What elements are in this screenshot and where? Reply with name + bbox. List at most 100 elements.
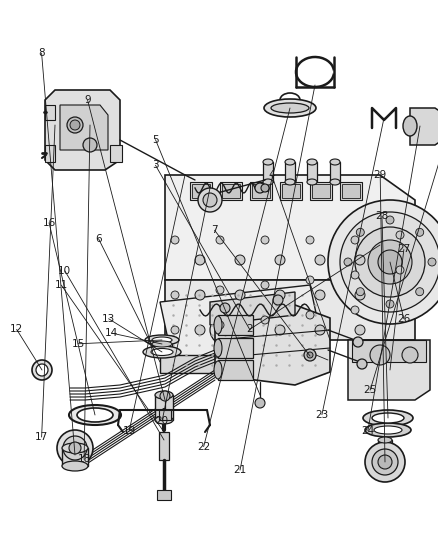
Ellipse shape <box>285 159 295 165</box>
Bar <box>260 185 268 191</box>
Circle shape <box>304 349 316 361</box>
Circle shape <box>351 236 359 244</box>
Text: 19: 19 <box>123 426 136 435</box>
Ellipse shape <box>378 437 392 443</box>
Ellipse shape <box>69 405 121 425</box>
Text: 5: 5 <box>152 135 159 144</box>
Ellipse shape <box>214 316 222 334</box>
Bar <box>190 182 212 200</box>
Circle shape <box>378 455 392 469</box>
Circle shape <box>368 240 412 284</box>
Circle shape <box>63 436 87 460</box>
Circle shape <box>306 276 314 284</box>
Text: 12: 12 <box>10 325 23 334</box>
Circle shape <box>160 391 170 401</box>
Circle shape <box>306 236 314 244</box>
Ellipse shape <box>330 179 340 185</box>
Circle shape <box>351 306 359 314</box>
Ellipse shape <box>307 179 317 185</box>
Ellipse shape <box>363 410 413 426</box>
Bar <box>160 355 325 373</box>
Text: 11: 11 <box>55 280 68 290</box>
Ellipse shape <box>271 103 309 113</box>
Ellipse shape <box>330 159 340 165</box>
Circle shape <box>356 288 364 296</box>
Circle shape <box>396 266 404 274</box>
Circle shape <box>261 184 269 192</box>
Bar <box>378 440 392 462</box>
Circle shape <box>32 360 52 380</box>
Circle shape <box>235 290 245 300</box>
Polygon shape <box>348 340 430 400</box>
Circle shape <box>370 345 390 365</box>
Ellipse shape <box>264 99 316 117</box>
Ellipse shape <box>145 335 179 345</box>
Ellipse shape <box>372 413 404 423</box>
Bar <box>330 162 340 182</box>
Circle shape <box>351 271 359 279</box>
Ellipse shape <box>143 346 181 358</box>
Text: 14: 14 <box>105 328 118 338</box>
Text: 23: 23 <box>315 410 328 419</box>
Bar <box>222 184 240 198</box>
Ellipse shape <box>307 159 317 165</box>
Circle shape <box>402 347 418 363</box>
Polygon shape <box>215 305 330 385</box>
Circle shape <box>396 231 404 239</box>
Polygon shape <box>165 280 415 340</box>
Circle shape <box>378 250 402 274</box>
Polygon shape <box>45 145 55 162</box>
Polygon shape <box>410 108 438 145</box>
Text: 2: 2 <box>246 325 253 334</box>
Bar <box>282 184 300 198</box>
Polygon shape <box>210 292 295 325</box>
Circle shape <box>57 430 93 466</box>
Polygon shape <box>110 145 122 162</box>
Circle shape <box>195 255 205 265</box>
Circle shape <box>255 183 265 193</box>
Bar <box>152 344 172 352</box>
Bar <box>252 184 270 198</box>
Circle shape <box>275 325 285 335</box>
Circle shape <box>344 258 352 266</box>
Circle shape <box>315 325 325 335</box>
Text: 15: 15 <box>71 339 85 349</box>
Circle shape <box>67 117 83 133</box>
Circle shape <box>372 449 398 475</box>
Text: 13: 13 <box>102 314 115 324</box>
Bar <box>250 182 272 200</box>
Bar <box>285 162 295 182</box>
Circle shape <box>216 286 224 294</box>
Circle shape <box>357 359 367 369</box>
Circle shape <box>355 325 365 335</box>
Text: 24: 24 <box>361 426 374 435</box>
Bar <box>220 182 242 200</box>
Bar <box>218 338 253 358</box>
Bar <box>352 340 426 362</box>
Circle shape <box>328 200 438 324</box>
Ellipse shape <box>263 179 273 185</box>
Polygon shape <box>160 285 325 372</box>
Ellipse shape <box>403 116 417 136</box>
Text: 26: 26 <box>397 314 410 324</box>
Bar <box>218 315 253 335</box>
Circle shape <box>171 236 179 244</box>
Circle shape <box>198 188 222 212</box>
Ellipse shape <box>374 426 402 434</box>
Ellipse shape <box>155 416 173 424</box>
Text: 22: 22 <box>197 442 210 451</box>
Circle shape <box>356 228 364 236</box>
Ellipse shape <box>365 423 411 437</box>
Circle shape <box>261 281 269 289</box>
Circle shape <box>220 303 230 313</box>
Circle shape <box>315 290 325 300</box>
Bar <box>312 184 330 198</box>
Circle shape <box>365 442 405 482</box>
Ellipse shape <box>263 159 273 165</box>
Ellipse shape <box>151 349 173 356</box>
Text: 3: 3 <box>152 160 159 170</box>
Circle shape <box>235 325 245 335</box>
Ellipse shape <box>152 341 172 347</box>
Bar <box>340 182 362 200</box>
Text: 8: 8 <box>38 49 45 58</box>
